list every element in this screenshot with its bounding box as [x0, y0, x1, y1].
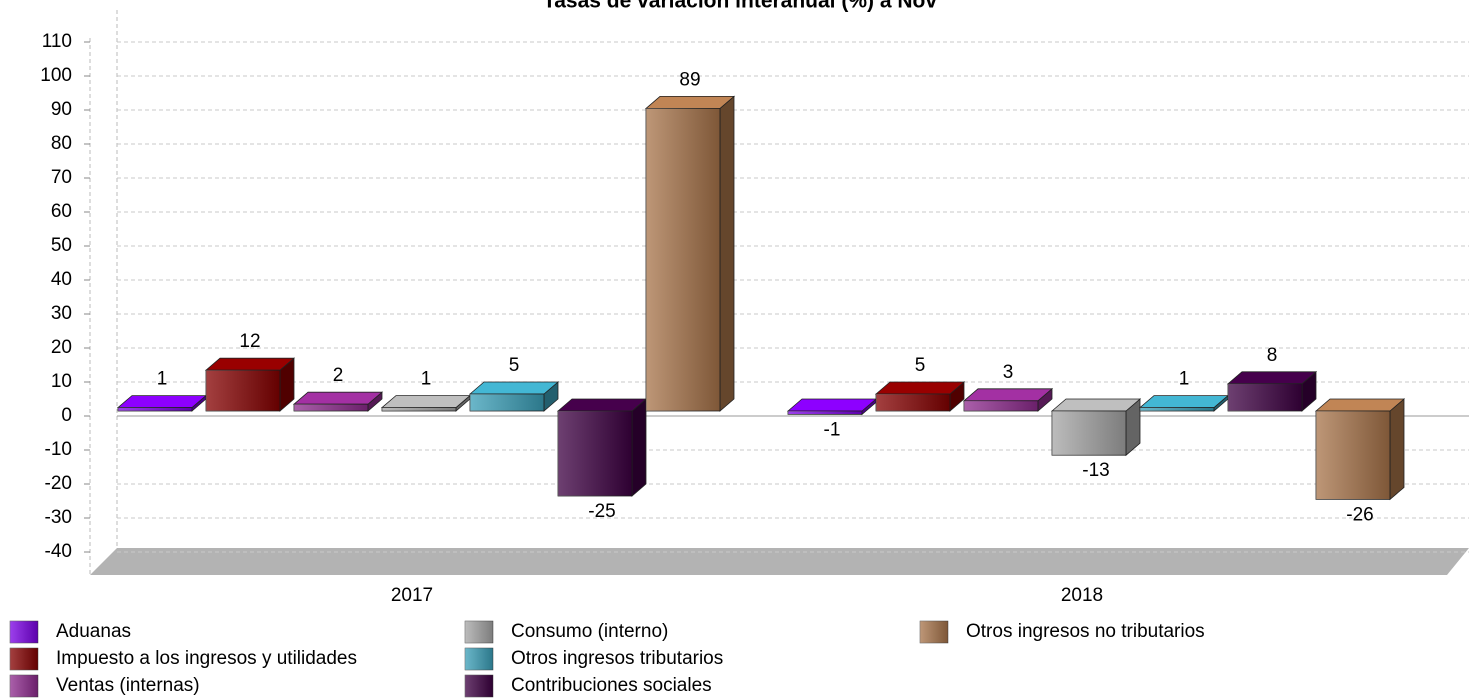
bar-shine [118, 407, 192, 411]
x-tick-label: 2017 [391, 585, 433, 606]
bar [962, 387, 1054, 412]
legend-label: Consumo (interno) [511, 621, 668, 642]
bar-top [962, 388, 1054, 402]
bar-shine [382, 407, 456, 411]
legend-swatch-shine [465, 648, 493, 670]
bar-top [1050, 398, 1142, 412]
bar-side [1389, 398, 1405, 501]
bar-top [556, 398, 648, 412]
value-label: 1 [421, 369, 432, 390]
y-tick-label: 60 [51, 201, 72, 222]
bar-shine [964, 400, 1038, 411]
y-tick-label: -30 [45, 507, 72, 528]
bar-shine [1052, 411, 1126, 456]
bar-top [1226, 371, 1318, 385]
y-tick-label: 50 [51, 235, 72, 256]
bar-shine [294, 404, 368, 411]
bar-top [204, 357, 296, 371]
y-tick-label: 70 [51, 167, 72, 188]
value-label: 1 [157, 369, 168, 390]
bar-side [719, 95, 735, 412]
bar [1138, 394, 1230, 412]
legend-swatch-shine [465, 675, 493, 697]
y-tick-label: 0 [61, 405, 72, 426]
value-label: 89 [679, 69, 700, 90]
bar-shine [1228, 383, 1302, 411]
legend-label: Otros ingresos tributarios [511, 648, 723, 669]
bar [1226, 370, 1318, 412]
bar [380, 394, 472, 412]
y-tick-label: -40 [45, 541, 72, 562]
value-label: -25 [588, 501, 615, 522]
bar-shine [470, 394, 544, 411]
value-label: 5 [509, 355, 520, 376]
value-label: 2 [333, 365, 344, 386]
y-tick-label: 80 [51, 133, 72, 154]
bar [1314, 398, 1406, 501]
bar-top [292, 391, 384, 405]
legend-swatch-shine [465, 621, 493, 643]
legend-label: Impuesto a los ingresos y utilidades [56, 648, 357, 669]
bar [116, 394, 208, 412]
value-label: 5 [915, 355, 926, 376]
bar-top [874, 381, 966, 395]
bar [644, 95, 736, 412]
y-tick-label: -20 [45, 473, 72, 494]
legend-label: Aduanas [56, 621, 131, 642]
y-tick-label: 30 [51, 303, 72, 324]
bar-top [380, 395, 472, 409]
y-tick-label: 110 [42, 31, 72, 52]
y-tick-label: 10 [51, 371, 72, 392]
bar-side [631, 398, 647, 497]
bar [204, 357, 296, 412]
bar-top [468, 381, 560, 395]
legend-swatch-shine [10, 648, 38, 670]
value-label: -26 [1346, 504, 1373, 525]
bar-top [786, 398, 878, 412]
bar-shine [558, 411, 632, 496]
bar-shine [788, 411, 862, 415]
value-label: 8 [1267, 345, 1278, 366]
bar [556, 398, 648, 497]
chart-title: Tasas de variación interanual (%) a Nov [543, 0, 937, 13]
y-tick-label: 100 [40, 65, 72, 86]
legend-label: Otros ingresos no tributarios [966, 621, 1205, 642]
bar-top [1138, 395, 1230, 409]
bar [874, 381, 966, 412]
value-label: 1 [1179, 369, 1190, 390]
bar-shine [1316, 411, 1390, 500]
y-tick-label: -10 [45, 439, 72, 460]
value-label: -1 [824, 419, 841, 440]
bar-top [644, 96, 736, 109]
bar-top [1314, 398, 1406, 412]
value-label: -13 [1082, 460, 1109, 481]
y-tick-label: 90 [51, 99, 72, 120]
legend-label: Ventas (internas) [56, 675, 200, 696]
bar-shine [1140, 407, 1214, 411]
bar-shine [206, 370, 280, 411]
x-tick-label: 2018 [1061, 585, 1103, 606]
value-label: 3 [1003, 362, 1014, 383]
legend-label: Contribuciones sociales [511, 675, 712, 696]
legend-swatch-shine [10, 675, 38, 697]
legend-swatch-shine [920, 621, 948, 643]
bar-shine [646, 108, 720, 412]
bar [1050, 398, 1142, 457]
bar-top [116, 395, 208, 409]
y-tick-label: 20 [51, 337, 72, 358]
legend-swatch-shine [10, 621, 38, 643]
bar [468, 381, 560, 412]
bar [786, 398, 878, 416]
value-label: 12 [239, 331, 260, 352]
bar-shine [876, 394, 950, 411]
floor [90, 548, 1469, 575]
y-tick-label: 40 [51, 269, 72, 290]
bar [292, 391, 384, 412]
